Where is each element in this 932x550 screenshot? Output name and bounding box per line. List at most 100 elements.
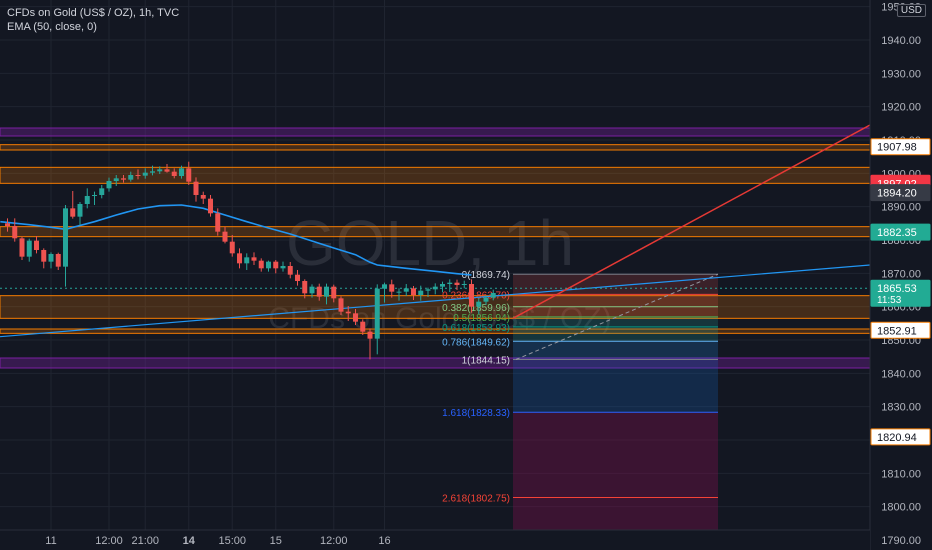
candle-body[interactable] xyxy=(48,254,54,262)
chart-legend: CFDs on Gold (US$ / OZ), 1h, TVC EMA (50… xyxy=(7,6,179,34)
price-badge[interactable] xyxy=(870,428,931,446)
price-tick-label: 1890.00 xyxy=(881,202,921,214)
fib-level-label: 0.382(1859.96) xyxy=(442,303,510,314)
currency-label[interactable]: USD xyxy=(896,4,926,17)
time-tick-label: 12:00 xyxy=(320,535,348,547)
price-badge[interactable] xyxy=(870,184,931,202)
candle-body[interactable] xyxy=(244,257,250,264)
candle-body[interactable] xyxy=(389,284,395,292)
candle-body[interactable] xyxy=(92,195,97,196)
candle-body[interactable] xyxy=(440,284,445,287)
ema-line[interactable] xyxy=(0,204,472,276)
candle-body[interactable] xyxy=(70,208,76,217)
candle-body[interactable] xyxy=(432,286,438,290)
time-axis[interactable] xyxy=(0,530,870,550)
candle-body[interactable] xyxy=(469,284,474,307)
candle-body[interactable] xyxy=(63,208,68,267)
candle-body[interactable] xyxy=(128,175,134,180)
symbol-title[interactable]: CFDs on Gold (US$ / OZ), 1h, TVC xyxy=(7,7,180,19)
candle-body[interactable] xyxy=(447,282,453,284)
candle-body[interactable] xyxy=(26,240,32,257)
ema-indicator-label[interactable]: EMA (50, close, 0) xyxy=(7,21,97,33)
price-badge[interactable] xyxy=(870,223,931,241)
candle-body[interactable] xyxy=(490,293,496,298)
candle-body[interactable] xyxy=(454,282,460,285)
price-badge-label: 1852.91 xyxy=(877,325,917,337)
price-tick-label: 1800.00 xyxy=(881,502,921,514)
candle-body[interactable] xyxy=(367,331,373,339)
candle-body[interactable] xyxy=(41,250,47,262)
candle-body[interactable] xyxy=(171,171,177,176)
candle-body[interactable] xyxy=(251,257,257,261)
candle-body[interactable] xyxy=(164,169,170,172)
candle-body[interactable] xyxy=(483,297,489,302)
price-badge[interactable] xyxy=(870,321,931,339)
candle-body[interactable] xyxy=(121,178,126,180)
candle-body[interactable] xyxy=(338,298,344,312)
candle-body[interactable] xyxy=(5,223,10,226)
candle-body[interactable] xyxy=(360,321,366,332)
price-badge[interactable] xyxy=(870,138,931,156)
candle-body[interactable] xyxy=(237,253,242,264)
candle-body[interactable] xyxy=(273,261,279,269)
zone-box[interactable] xyxy=(0,144,871,151)
candle-body[interactable] xyxy=(353,313,358,322)
candle-body[interactable] xyxy=(324,286,329,297)
candle-body[interactable] xyxy=(418,290,424,295)
candle-body[interactable] xyxy=(396,291,402,293)
candle-body[interactable] xyxy=(222,231,228,242)
zone-box[interactable] xyxy=(0,295,871,319)
candle-body[interactable] xyxy=(258,260,264,269)
candle-body[interactable] xyxy=(331,286,337,299)
candle-body[interactable] xyxy=(157,169,163,172)
candle-body[interactable] xyxy=(186,168,192,182)
candle-body[interactable] xyxy=(403,288,409,292)
candle-body[interactable] xyxy=(12,226,18,239)
time-tick-label: 21:00 xyxy=(131,535,159,547)
candle-body[interactable] xyxy=(215,213,221,232)
candle-body[interactable] xyxy=(142,172,148,176)
price-tick-label: 1870.00 xyxy=(881,268,921,280)
candle-body[interactable] xyxy=(316,286,322,297)
price-badge[interactable] xyxy=(870,279,931,307)
price-badge-label: 1882.35 xyxy=(877,227,917,239)
candle-body[interactable] xyxy=(179,168,184,176)
candle-body[interactable] xyxy=(200,195,206,199)
candle-body[interactable] xyxy=(461,284,467,285)
zone-box[interactable] xyxy=(0,357,871,369)
candle-body[interactable] xyxy=(99,188,105,195)
price-axis[interactable] xyxy=(870,0,932,550)
trend-line-red[interactable] xyxy=(512,124,871,319)
candle-body[interactable] xyxy=(425,289,431,291)
zone-box[interactable] xyxy=(0,328,871,334)
candle-body[interactable] xyxy=(309,286,315,294)
price-badge-label: 1820.94 xyxy=(877,432,917,444)
candle-body[interactable] xyxy=(287,266,293,275)
candle-body[interactable] xyxy=(266,261,271,269)
candle-body[interactable] xyxy=(77,204,83,217)
candle-body[interactable] xyxy=(113,178,119,181)
candle-body[interactable] xyxy=(295,274,300,281)
candle-body[interactable] xyxy=(345,311,351,314)
candle-body[interactable] xyxy=(150,171,155,173)
candle-body[interactable] xyxy=(382,284,387,289)
candle-body[interactable] xyxy=(193,181,199,195)
candle-body[interactable] xyxy=(106,181,112,189)
candle-body[interactable] xyxy=(84,196,90,204)
trend-line-blue[interactable] xyxy=(0,264,871,338)
candle-body[interactable] xyxy=(135,175,141,176)
candle-body[interactable] xyxy=(476,301,482,307)
candle-body[interactable] xyxy=(208,198,213,214)
candle-body[interactable] xyxy=(229,241,235,254)
candle-body[interactable] xyxy=(302,281,308,294)
candle-body[interactable] xyxy=(55,254,61,267)
candle-body[interactable] xyxy=(19,238,25,257)
fib-trend-line[interactable] xyxy=(515,273,719,360)
zone-box[interactable] xyxy=(0,226,871,238)
candle-body[interactable] xyxy=(374,288,380,339)
candle-body[interactable] xyxy=(34,240,39,250)
candle-body[interactable] xyxy=(280,266,286,269)
candle-body[interactable] xyxy=(411,288,416,295)
zone-box[interactable] xyxy=(0,127,871,137)
